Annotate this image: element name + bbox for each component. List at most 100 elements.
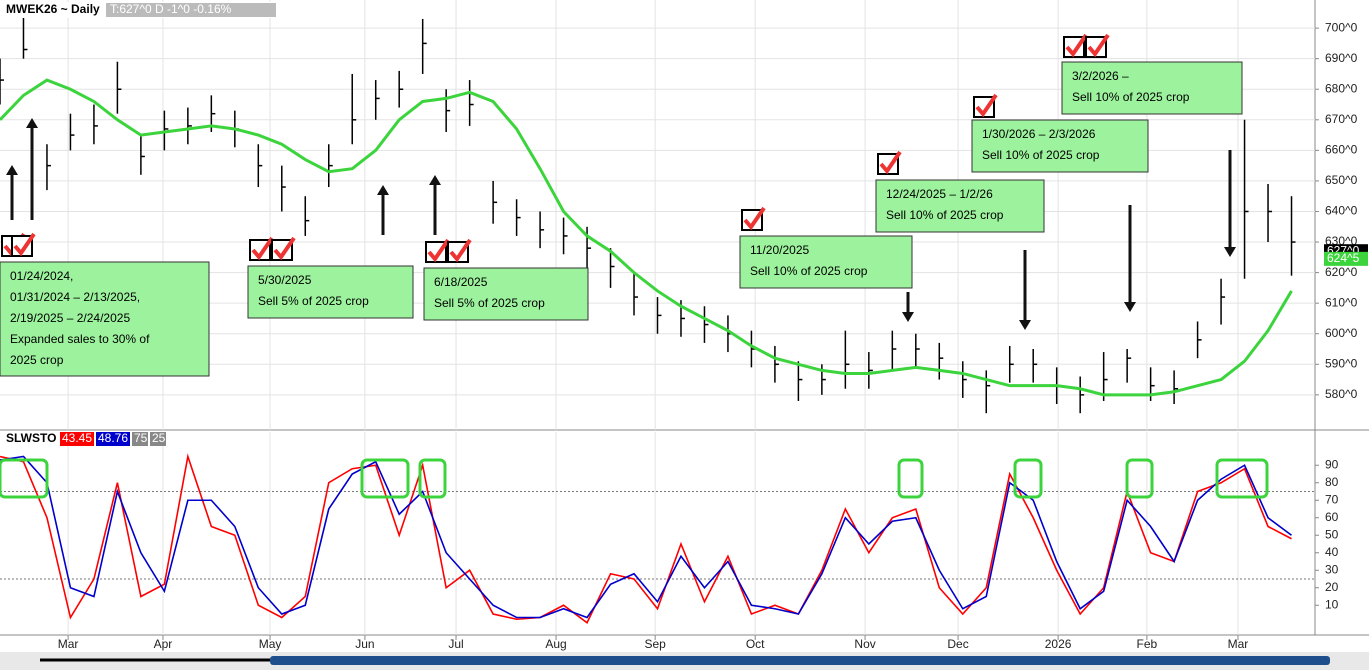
annotation-text: Sell 10% of 2025 crop: [750, 264, 868, 278]
arrow-head: [6, 165, 18, 175]
y-tick-label: 680^0: [1325, 81, 1358, 95]
x-tick-label: Nov: [854, 637, 875, 651]
annotation-text: 2/19/2025 – 2/24/2025: [10, 311, 130, 325]
price-flag: [1324, 251, 1368, 266]
check-mark: [975, 93, 998, 118]
highlight-box: [897, 458, 924, 499]
y-tick-label: 70: [1325, 492, 1339, 506]
x-tick-label: 2026: [1045, 637, 1072, 651]
check-mark: [251, 236, 274, 261]
series-line: [0, 453, 1292, 624]
legend-label: 48.76: [98, 431, 128, 445]
x-tick-label: Feb: [1137, 637, 1158, 651]
scroll-thumb[interactable]: [270, 656, 1330, 665]
annotation-text: Sell 10% of 2025 crop: [982, 148, 1100, 162]
y-tick-label: 30: [1325, 562, 1339, 576]
x-tick-label: Sep: [644, 637, 666, 651]
y-tick-label: 90: [1325, 457, 1339, 471]
annotation-text: 6/18/2025: [434, 275, 488, 289]
y-tick-label: 20: [1325, 580, 1339, 594]
x-tick-label: Mar: [58, 637, 79, 651]
arrow-head: [902, 312, 914, 322]
series-line: [0, 78, 1293, 397]
y-tick-label: 590^0: [1325, 356, 1358, 370]
y-tick-label: 620^0: [1325, 265, 1358, 279]
x-tick-label: May: [259, 637, 282, 651]
x-tick-label: Dec: [947, 637, 968, 651]
header-box: [106, 3, 276, 17]
x-tick-label: Apr: [154, 637, 173, 651]
x-tick-label: Aug: [545, 637, 566, 651]
arrow-head: [429, 175, 441, 185]
check-mark: [13, 232, 36, 257]
annotation-text: 01/31/2024 – 2/13/2025,: [10, 290, 140, 304]
y-tick-label: 50: [1325, 527, 1339, 541]
y-tick-label: 600^0: [1325, 326, 1358, 340]
check-mark: [879, 150, 902, 175]
y-tick-label: 650^0: [1325, 173, 1358, 187]
check-mark: [743, 206, 766, 231]
highlight-box: [0, 458, 49, 499]
check-mark: [1087, 33, 1110, 58]
annotation-box: [739, 235, 913, 289]
y-tick-label: 580^0: [1325, 387, 1358, 401]
y-tick-label: 10: [1325, 597, 1339, 611]
level-label: 75: [134, 431, 148, 445]
annotation-box: [971, 119, 1149, 173]
chart-title: MWEK26 ~ Daily: [6, 2, 100, 16]
annotation-box: [0, 261, 210, 377]
y-tick-label: 40: [1325, 545, 1339, 559]
highlight-box: [418, 458, 447, 499]
legend-label: 43.45: [62, 431, 92, 445]
x-tick-label: Mar: [1228, 637, 1249, 651]
highlight-box: [360, 458, 410, 499]
y-tick-label: 660^0: [1325, 143, 1358, 157]
legend-box: [60, 432, 94, 446]
panel-title: SLWSTO: [6, 431, 56, 445]
annotation-box: [423, 267, 589, 321]
chart-subtitle: T:627^0 D -1^0 -0.16%: [110, 2, 232, 16]
y-tick-label: 700^0: [1325, 20, 1358, 34]
x-tick-label: Oct: [746, 637, 765, 651]
y-tick-label: 670^0: [1325, 112, 1358, 126]
annotation-text: 2025 crop: [10, 353, 64, 367]
highlight-box: [1125, 458, 1154, 499]
annotation-text: Sell 10% of 2025 crop: [1072, 90, 1190, 104]
annotation-text: 11/20/2025: [750, 243, 809, 257]
check-mark: [427, 238, 450, 263]
price-flag-label: 624^5: [1327, 251, 1360, 265]
annotation-box: [247, 265, 414, 319]
annotation-text: 12/24/2025 – 1/2/26: [886, 187, 993, 201]
annotation-box: [875, 179, 1045, 233]
arrow-head: [377, 185, 389, 195]
x-tick-label: Jul: [448, 637, 463, 651]
series-line: [0, 455, 1292, 619]
annotation-text: 5/30/2025: [258, 273, 312, 287]
check-mark: [449, 238, 472, 263]
highlight-box: [1013, 458, 1043, 499]
check-mark: [273, 236, 296, 261]
y-tick-label: 690^0: [1325, 51, 1358, 65]
y-tick-label: 640^0: [1325, 204, 1358, 218]
annotation-text: 1/30/2026 – 2/3/2026: [982, 127, 1096, 141]
y-tick-label: 60: [1325, 510, 1339, 524]
level-label: 25: [152, 431, 166, 445]
check-mark: [1065, 33, 1088, 58]
legend-box: [150, 432, 166, 446]
annotation-text: Sell 10% of 2025 crop: [886, 208, 1004, 222]
annotation-text: 01/24/2024,: [10, 269, 73, 283]
highlight-box: [1215, 458, 1269, 499]
annotation-text: 3/2/2026 –: [1072, 69, 1129, 83]
arrow-head: [1019, 320, 1031, 330]
arrow-head: [1124, 302, 1136, 312]
annotation-text: Sell 5% of 2025 crop: [258, 294, 369, 308]
annotation-text: Expanded sales to 30% of: [10, 332, 150, 346]
y-tick-label: 80: [1325, 475, 1339, 489]
annotation-text: Sell 5% of 2025 crop: [434, 296, 545, 310]
legend-box: [132, 432, 148, 446]
arrow-head: [26, 118, 38, 128]
y-tick-label: 610^0: [1325, 295, 1358, 309]
arrow-head: [1224, 247, 1236, 257]
annotation-box: [1061, 61, 1243, 115]
